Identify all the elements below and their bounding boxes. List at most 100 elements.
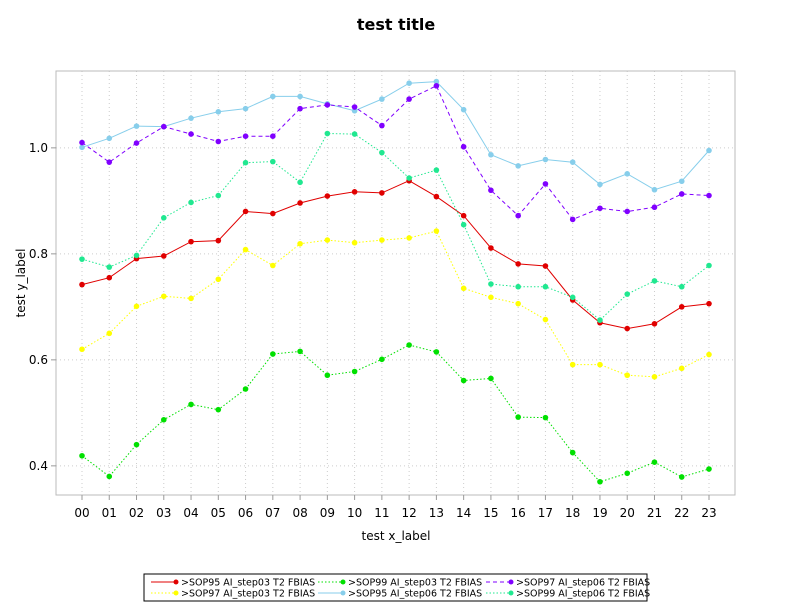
- data-point: [651, 186, 658, 193]
- data-point: [624, 372, 631, 379]
- data-point: [215, 192, 222, 199]
- data-point: [270, 133, 276, 139]
- data-point: [651, 278, 658, 284]
- chart-title: test title: [357, 15, 436, 34]
- data-point: [706, 192, 712, 199]
- data-point: [297, 105, 303, 112]
- legend-item-4: >SOP95 AI_step06 T2 FBIAS: [318, 589, 482, 600]
- data-point: [433, 349, 440, 355]
- data-point: [106, 264, 113, 270]
- legend-marker: [508, 590, 514, 596]
- plot-area: [55, 70, 736, 496]
- data-point: [270, 93, 276, 100]
- x-tick-label: 15: [483, 506, 498, 520]
- data-point: [79, 139, 85, 146]
- data-point: [542, 283, 549, 290]
- data-point: [624, 470, 631, 477]
- x-tick-label: 08: [292, 506, 307, 520]
- x-tick-label: 14: [456, 506, 471, 520]
- legend-marker: [340, 579, 346, 585]
- data-point: [651, 204, 658, 211]
- data-point: [297, 200, 303, 206]
- legend-label: >SOP97 AI_step06 T2 FBIAS: [516, 578, 650, 589]
- data-point: [706, 262, 712, 269]
- data-point: [297, 348, 303, 355]
- data-point: [460, 106, 467, 113]
- data-point: [488, 245, 494, 251]
- data-point: [624, 171, 631, 177]
- legend-label: >SOP95 AI_step03 T2 FBIAS: [181, 578, 315, 589]
- x-tick-label: 12: [401, 506, 416, 520]
- data-point: [379, 149, 385, 156]
- series-layer: [79, 78, 712, 485]
- data-point: [433, 167, 440, 173]
- data-point: [160, 215, 167, 221]
- legend-item-5: >SOP97 AI_step06 T2 FBIAS: [486, 578, 650, 589]
- x-tick-label: 16: [511, 506, 526, 520]
- data-point: [678, 283, 685, 290]
- data-point: [678, 304, 685, 310]
- data-point: [433, 83, 440, 89]
- y-axis-label: test y_label: [14, 249, 28, 318]
- x-tick-label: 19: [592, 506, 607, 520]
- data-point: [624, 208, 631, 215]
- series-2: [79, 228, 712, 380]
- legend: >SOP95 AI_step03 T2 FBIAS>SOP97 AI_step0…: [143, 573, 650, 602]
- data-point: [270, 158, 276, 165]
- x-tick-label: 22: [674, 506, 689, 520]
- data-point: [379, 237, 385, 243]
- data-point: [215, 406, 222, 413]
- data-point: [488, 281, 494, 287]
- data-point: [79, 281, 85, 288]
- legend-label: >SOP97 AI_step03 T2 FBIAS: [181, 589, 315, 600]
- y-tick-label: 0.4: [29, 459, 48, 473]
- data-point: [324, 102, 331, 108]
- x-tick-label: 06: [238, 506, 253, 520]
- legend-marker: [173, 590, 179, 596]
- data-point: [542, 181, 549, 187]
- x-tick-label: 13: [429, 506, 444, 520]
- data-point: [542, 316, 549, 323]
- data-point: [651, 459, 658, 465]
- x-tick-label: 00: [74, 506, 89, 520]
- x-tick-label: 04: [183, 506, 198, 520]
- data-point: [324, 193, 331, 199]
- data-point: [351, 131, 358, 137]
- data-point: [406, 96, 412, 102]
- data-point: [324, 372, 331, 379]
- series-3: [79, 342, 712, 485]
- data-point: [624, 291, 631, 297]
- data-point: [488, 187, 494, 194]
- series-line: [81, 230, 710, 378]
- legend-label: >SOP99 AI_step06 T2 FBIAS: [516, 589, 650, 600]
- data-point: [242, 208, 249, 215]
- data-point: [133, 140, 140, 146]
- data-point: [515, 163, 521, 169]
- data-point: [79, 452, 85, 459]
- data-point: [460, 221, 467, 228]
- data-point: [79, 346, 85, 353]
- data-point: [106, 473, 113, 480]
- data-point: [460, 377, 467, 384]
- data-point: [379, 96, 385, 102]
- data-point: [160, 253, 167, 259]
- data-point: [242, 246, 249, 253]
- x-tick-label: 23: [701, 506, 716, 520]
- data-point: [188, 199, 194, 206]
- data-point: [569, 294, 576, 301]
- data-point: [406, 175, 412, 181]
- data-point: [542, 156, 549, 163]
- data-point: [706, 466, 712, 472]
- data-point: [379, 356, 385, 363]
- data-point: [324, 237, 331, 243]
- data-point: [651, 321, 658, 327]
- legend-marker: [173, 579, 179, 585]
- data-point: [270, 210, 276, 217]
- axis-ticks: 00 01 02 03 04 05 06 07 08 09 10 11 12 13 14 15 16 17 18 19…: [29, 141, 717, 520]
- data-point: [106, 274, 113, 281]
- legend-marker: [340, 590, 346, 596]
- data-point: [79, 144, 85, 151]
- data-point: [460, 143, 467, 150]
- data-point: [160, 293, 167, 300]
- data-point: [406, 342, 412, 348]
